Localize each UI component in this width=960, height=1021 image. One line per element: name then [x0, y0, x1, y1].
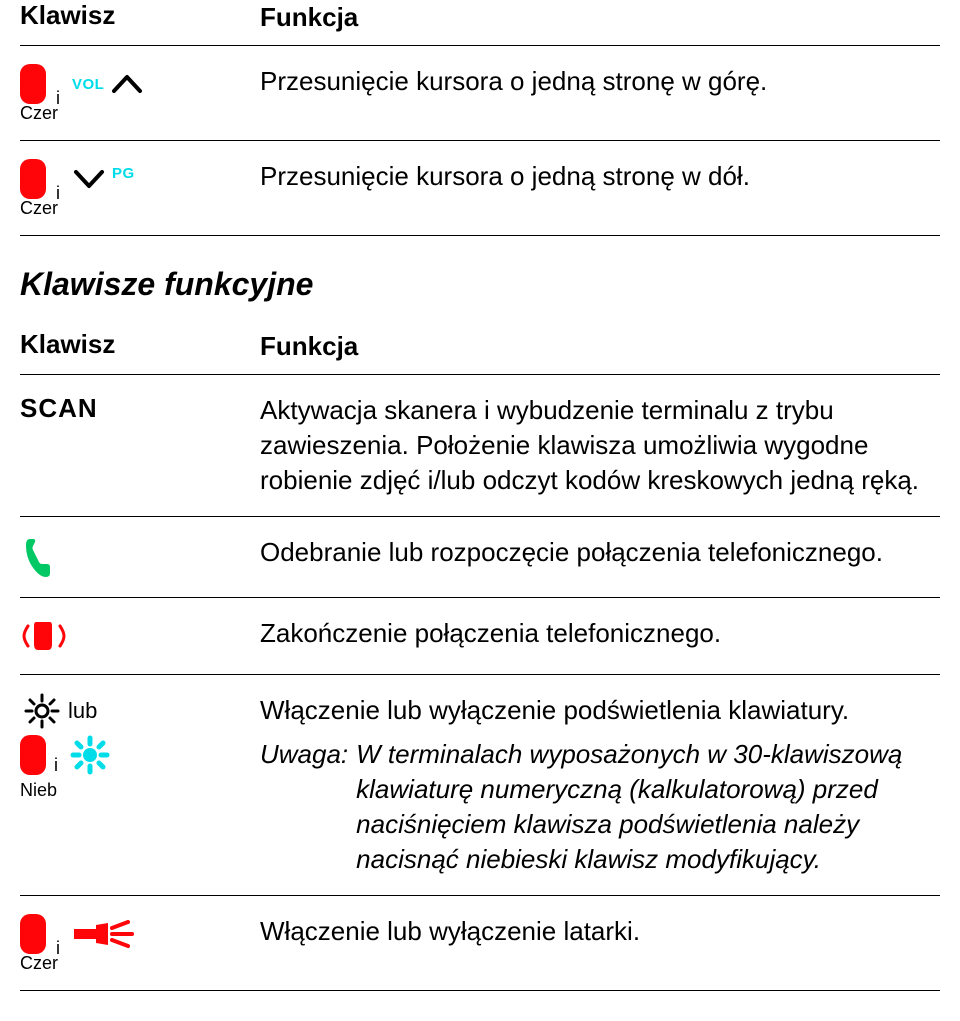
row-cursor-up: i VOL Czer Przesunięcie kursora o jedną … — [20, 46, 940, 141]
joiner-text: i — [56, 939, 60, 957]
scan-label: SCAN — [20, 393, 98, 424]
vol-label: VOL — [72, 76, 104, 93]
key-backlight: lub i — [20, 693, 260, 799]
key-call-start — [20, 535, 260, 579]
or-text: lub — [68, 698, 97, 724]
key-sublabel: Nieb — [20, 781, 57, 799]
row-call-end: Zakończenie połączenia telefonicznego. — [20, 598, 940, 675]
key-flashlight: i Czer — [20, 914, 260, 972]
header-fn: Funkcja — [260, 329, 940, 364]
row-call-start: Odebranie lub rozpoczęcie połączenia tel… — [20, 517, 940, 598]
header-key: Klawisz — [20, 0, 260, 31]
table-header-2: Klawisz Funkcja — [20, 323, 940, 375]
key-red-pg-down: i PG Czer — [20, 159, 260, 217]
fn-call-end: Zakończenie połączenia telefonicznego. — [260, 616, 940, 651]
sun-outline-icon — [20, 693, 64, 729]
header-key: Klawisz — [20, 329, 260, 360]
row-cursor-down: i PG Czer Przesunięcie kursora o jedną s… — [20, 141, 940, 236]
row-scan: SCAN Aktywacja skanera i wybudzenie term… — [20, 375, 940, 517]
key-red-vol-up: i VOL Czer — [20, 64, 260, 122]
backlight-note: Uwaga: W terminalach wyposażonych w 30-k… — [260, 737, 940, 877]
red-key-icon — [20, 914, 46, 954]
joiner-text: i — [54, 756, 58, 774]
fn-call-start: Odebranie lub rozpoczęcie połączenia tel… — [260, 535, 940, 570]
chevron-up-icon — [110, 73, 144, 95]
note-label: Uwaga: — [260, 737, 348, 877]
fn-scan: Aktywacja skanera i wybudzenie terminalu… — [260, 393, 940, 498]
key-sublabel: Czer — [20, 199, 58, 217]
key-scan: SCAN — [20, 393, 260, 424]
note-body: W terminalach wyposażonych w 30-klawiszo… — [356, 737, 940, 877]
header-fn: Funkcja — [260, 0, 940, 35]
fn-cursor-up: Przesunięcie kursora o jedną stronę w gó… — [260, 64, 940, 99]
red-key-icon — [20, 159, 46, 199]
fn-flashlight: Włączenie lub wyłączenie latarki. — [260, 914, 940, 949]
row-flashlight: i Czer W — [20, 896, 940, 991]
fn-backlight: Włączenie lub wyłączenie podświetlenia k… — [260, 693, 940, 876]
key-sublabel: Czer — [20, 954, 58, 972]
red-key-icon — [20, 735, 46, 775]
backlight-main: Włączenie lub wyłączenie podświetlenia k… — [260, 693, 940, 728]
phone-start-icon — [20, 535, 54, 579]
row-backlight: lub i — [20, 675, 940, 895]
chevron-down-icon — [72, 168, 106, 190]
joiner-text: i — [56, 184, 60, 202]
joiner-text: i — [56, 89, 60, 107]
key-sublabel: Czer — [20, 104, 58, 122]
table-header-1: Klawisz Funkcja — [20, 0, 940, 46]
fn-cursor-down: Przesunięcie kursora o jedną stronę w dó… — [260, 159, 940, 194]
red-key-icon — [20, 64, 46, 104]
phone-end-icon — [20, 616, 68, 656]
section-function-keys: Klawisze funkcyjne — [20, 236, 940, 323]
key-call-end — [20, 616, 260, 656]
sun-filled-icon — [68, 735, 112, 775]
pg-label: PG — [112, 165, 135, 182]
flashlight-icon — [72, 917, 136, 951]
